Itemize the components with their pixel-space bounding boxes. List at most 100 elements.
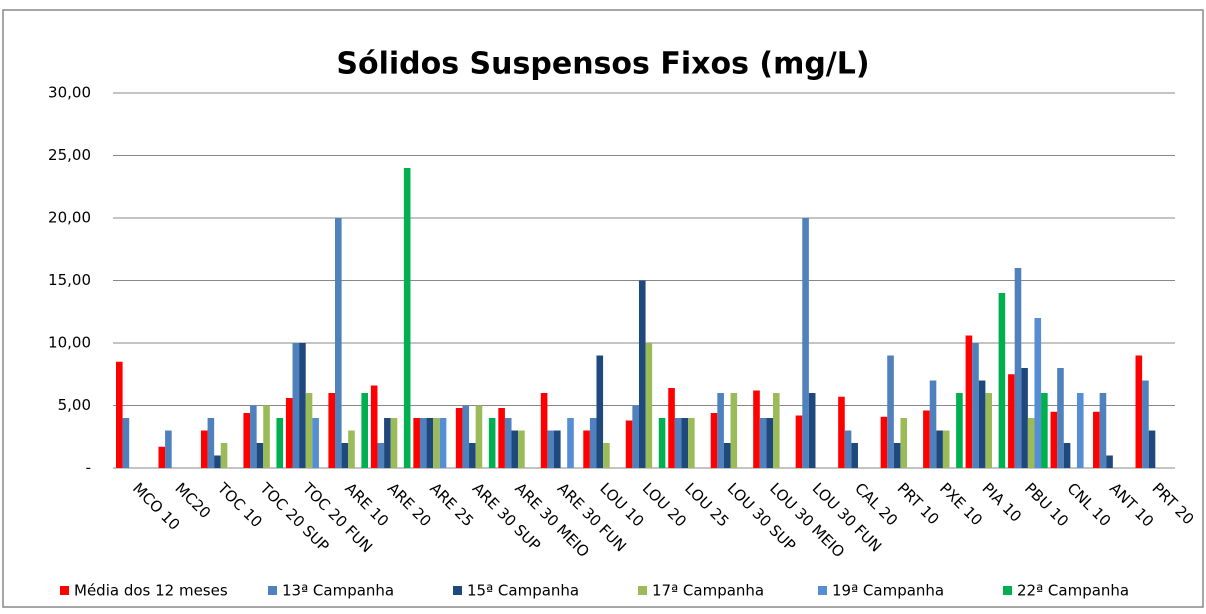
bar [504,418,512,468]
bar [475,405,483,468]
legend-swatch [453,586,462,595]
bar [122,418,130,468]
bar [419,418,427,468]
legend-swatch [268,586,277,595]
bar [220,443,228,468]
bar [567,418,574,468]
bar [263,405,270,468]
bar [384,418,391,468]
bar [1135,355,1143,468]
bar [1106,455,1113,468]
bar [603,443,610,468]
legend-swatch [1003,586,1012,595]
bar [305,393,313,468]
legend-swatch [638,586,647,595]
bar [900,418,908,468]
bar [893,443,901,468]
y-tick-label: 25,00 [48,146,91,164]
bar [348,430,355,468]
bar [753,390,760,468]
bar [439,418,447,468]
bar [638,280,646,468]
bar [759,418,767,468]
bar [335,218,342,468]
bar [1099,393,1107,468]
bar [256,443,264,468]
bar [462,405,470,468]
bar [645,343,653,468]
legend-label: 19ª Campanha [832,582,944,600]
bar [838,396,845,468]
bar [200,430,208,468]
y-tick-label: 10,00 [48,334,91,352]
bar [292,343,300,468]
bar [165,430,172,468]
legend-label: 13ª Campanha [282,582,394,600]
bar [936,430,943,468]
bar [328,393,335,468]
bar [589,418,597,468]
bar [488,418,496,468]
bar [390,418,398,468]
bar [276,418,284,468]
bar [243,413,251,468]
bar [844,430,852,468]
bar [688,418,695,468]
bar [802,218,809,468]
bar [341,443,349,468]
bar [596,355,604,468]
y-tick-label: - [86,459,91,477]
y-tick-label: 30,00 [48,84,91,102]
bar [717,393,724,468]
bar [978,380,986,468]
legend-label: Média dos 12 meses [74,582,228,600]
bar [985,393,992,468]
bar [632,405,639,468]
bar [433,418,440,468]
chart-title: Sólidos Suspensos Fixos (mg/L) [336,47,869,82]
bar [469,443,476,468]
bar [942,430,950,468]
bar [285,398,293,468]
bar [299,343,306,468]
bar [1008,374,1015,468]
bar [158,446,166,468]
bar [1041,393,1048,468]
bar [403,168,411,468]
legend-swatch [60,586,69,595]
bar [710,413,718,468]
y-tick-label: 15,00 [48,271,91,289]
bar [795,415,803,468]
bar [1093,411,1100,468]
legend-label: 17ª Campanha [652,582,764,600]
bar [625,420,633,468]
bar [370,385,378,468]
bar [250,405,257,468]
bar [540,393,548,468]
bar [511,430,519,468]
legend-label: 15ª Campanha [467,582,579,600]
bar [1148,430,1156,468]
bar [583,430,590,468]
bar [965,335,973,468]
bar [880,416,888,468]
bar [1063,443,1071,468]
bar [554,430,561,468]
bar [887,355,894,468]
bar [956,393,963,468]
legend-label: 22ª Campanha [1017,582,1129,600]
bar [681,418,689,468]
bar [730,393,738,468]
y-tick-label: 20,00 [48,209,91,227]
bar [773,393,780,468]
bar [929,380,937,468]
bar [1027,418,1035,468]
legend-swatch [818,586,827,595]
bar [766,418,773,468]
bar [547,430,554,468]
y-tick-label: 5,00 [58,396,91,414]
bar [361,393,368,468]
bar [923,410,930,468]
bar [998,293,1006,468]
